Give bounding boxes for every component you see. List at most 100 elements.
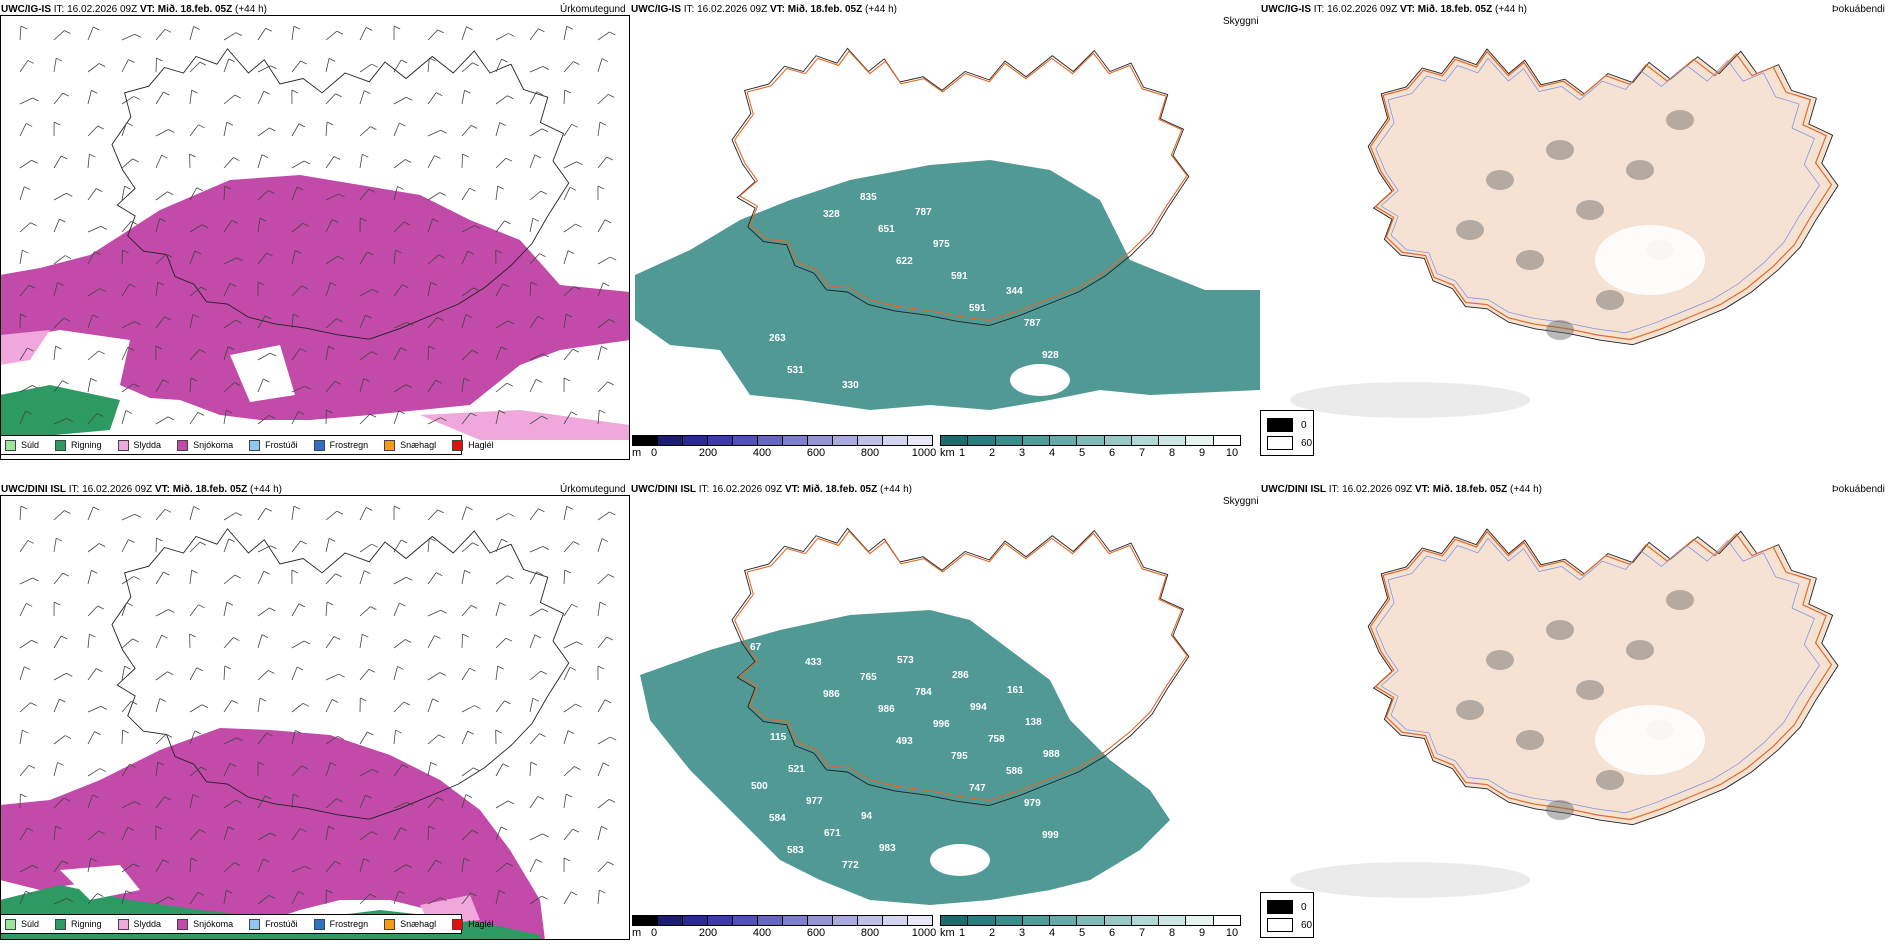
colorbar-tick: 9 [1198, 447, 1206, 459]
visibility-value-label: 914 [805, 177, 822, 188]
colorbar-tick: 3 [1018, 447, 1026, 459]
colorbar-tick: 4 [1048, 927, 1056, 939]
visibility-value-label: 975 [933, 239, 950, 250]
colorbar-cell [858, 916, 883, 925]
colorbar-cell [733, 436, 758, 445]
colorbar-cell [941, 436, 969, 445]
iceland-coastline [112, 529, 569, 819]
sleet-area [0, 330, 50, 365]
colorbar-tick: 7 [1138, 447, 1146, 459]
legend-item: Rigning [55, 439, 102, 451]
colorbar-tick: 200 [698, 447, 718, 459]
legend-swatch [452, 439, 464, 451]
legend-label: Frostregn [329, 919, 369, 929]
colorbar-cell [1050, 916, 1078, 925]
colorbar-cells [940, 435, 1241, 446]
visibility-value-label: 286 [952, 670, 969, 681]
panel-header: UWC/IG-IS IT: 16.02.2026 09Z VT: Mið. 18… [1261, 4, 1527, 15]
legend-swatch [117, 439, 129, 451]
panel-header: UWC/DINI ISL IT: 16.02.2026 09Z VT: Mið.… [1261, 484, 1542, 495]
legend-label: Frostúði [265, 440, 298, 450]
visibility-value-label: 584 [769, 813, 786, 824]
precip-type-map [0, 0, 630, 460]
legend-label-low: 0 [1301, 902, 1307, 913]
fog-indicator-map [1260, 0, 1900, 460]
colorbar-unit: m [632, 447, 642, 459]
visibility-value-label: 983 [879, 843, 896, 854]
colorbar-tick: 5 [1078, 927, 1086, 939]
visibility-value-label: 787 [1024, 318, 1041, 329]
legend-label: Rigning [71, 919, 102, 929]
legend-swatch [177, 439, 189, 451]
iceland-landmass [1368, 529, 1838, 825]
visibility-value-label: 747 [969, 783, 986, 794]
fog-indicator-field [1290, 110, 1705, 418]
legend-swatch [313, 439, 325, 451]
colorbar-tick: 600 [806, 927, 826, 939]
visibility-value-label: 622 [896, 256, 913, 267]
legend-label: Súld [21, 440, 40, 450]
colorbar-cell [633, 436, 658, 445]
legend-swatch [384, 439, 396, 451]
colorbar-cell [1022, 436, 1051, 445]
colorbar-cell [1213, 916, 1240, 925]
colorbar-cell [908, 916, 932, 925]
colorbar-cell [1104, 916, 1132, 925]
visibility-value-label: 928 [1042, 350, 1059, 361]
visibility-value-label: 493 [896, 736, 913, 747]
wind-barbs [19, 505, 617, 905]
fog-indicator-field [1290, 590, 1705, 898]
visibility-value-label: 500 [751, 781, 768, 792]
legend-label: Haglél [468, 919, 494, 929]
visibility-value-label: 591 [969, 303, 986, 314]
panel-type-title: Þokuábendi [1832, 484, 1885, 495]
legend-item: Frostúði [249, 918, 298, 930]
legend-label: Snæhagl [400, 919, 437, 929]
legend-item: Slydda [117, 918, 161, 930]
colorbar-cell [1050, 436, 1078, 445]
visibility-value-label: 161 [1007, 685, 1024, 696]
river-network [1376, 538, 1820, 813]
legend-swatch [117, 918, 129, 930]
legend-swatch [249, 918, 261, 930]
visibility-value-label: 328 [823, 209, 840, 220]
legend-label: Snjókoma [193, 919, 234, 929]
colorbar-cell [683, 436, 708, 445]
panel-type-title: Úrkomutegund [560, 484, 626, 495]
wind-barbs [19, 25, 617, 425]
colorbar-tick: 9 [1198, 927, 1206, 939]
colorbar-tick: 8 [1168, 447, 1176, 459]
legend-swatch [177, 918, 189, 930]
colorbar-unit: km [940, 447, 955, 459]
colorbar-cell [1186, 916, 1214, 925]
colorbar-cell [995, 916, 1023, 925]
visibility-value-label: 263 [769, 333, 786, 344]
legend-label-low: 0 [1301, 420, 1307, 431]
precip-type-map [0, 480, 630, 940]
precip-legend: Súld Rigning Slydda Snjókoma Frostúði Frostre… [0, 914, 494, 934]
colorbar-cells [632, 435, 933, 446]
colorbar-cell [1022, 916, 1051, 925]
panel-header: UWC/IG-IS IT: 16.02.2026 09Z VT: Mið. 18… [1, 4, 267, 15]
low-visibility-area [635, 160, 1260, 410]
colorbar-tick: 10 [1225, 447, 1239, 459]
visibility-value-label: 999 [1042, 830, 1059, 841]
visibility-value-label: 138 [1025, 717, 1042, 728]
colorbar-cell [1159, 916, 1187, 925]
visibility-value-label: 67 [750, 642, 762, 653]
legend-item: Haglél [452, 439, 494, 451]
road-network [735, 51, 1187, 320]
legend-item: Súld [5, 439, 40, 451]
low-visibility-area [640, 610, 1170, 905]
visibility-value-label: 994 [970, 702, 987, 713]
panel-header: UWC/IG-IS IT: 16.02.2026 09Z VT: Mið. 18… [631, 4, 897, 15]
colorbar-cell [1104, 436, 1132, 445]
legend-item: Snjókoma [177, 439, 233, 451]
visibility-panel-top: 445 328 622 591 928 914 651 591 787 531 835 975 344 2… [630, 0, 1260, 460]
sleet-area [420, 410, 630, 440]
colorbar-cell [968, 436, 996, 445]
colorbar-tick: 1 [958, 927, 966, 939]
legend-swatch [313, 918, 325, 930]
colorbar-tick: 1000 [911, 447, 937, 459]
visibility-value-label: 531 [787, 365, 804, 376]
